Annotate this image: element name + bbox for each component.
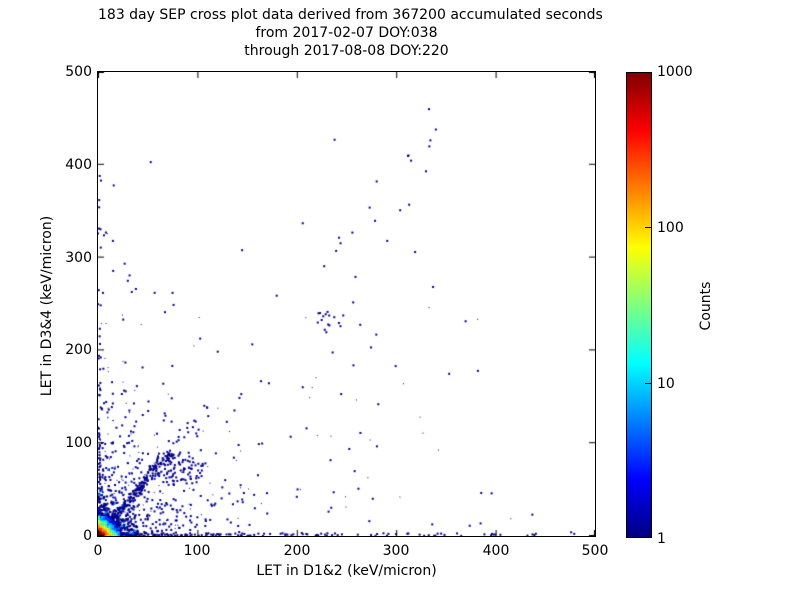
y-tick-label-400: 400 — [65, 157, 92, 173]
y-axis-label: LET in D3&4 (keV/micron) — [39, 215, 55, 397]
colorbar-axis-label: Counts — [698, 281, 714, 331]
scatter-data-canvas — [98, 72, 595, 536]
x-tick-label-0: 0 — [93, 543, 103, 559]
x-tick-label-400: 400 — [482, 543, 510, 559]
x-tick-label-300: 300 — [382, 543, 410, 559]
colorbar-tick-label-100: 100 — [657, 220, 684, 236]
colorbar-tick-100 — [645, 227, 651, 228]
chart-title-line-2: from 2017-02-07 DOY:038 — [255, 25, 438, 41]
colorbar-tick-10 — [645, 383, 651, 384]
x-axis-label: LET in D1&2 (keV/micron) — [256, 563, 437, 579]
chart-title-line-3: through 2017-08-08 DOY:220 — [244, 43, 449, 59]
y-tick-label-300: 300 — [65, 250, 92, 266]
x-tick-label-100: 100 — [183, 543, 211, 559]
colorbar-tick-label-1: 1 — [657, 531, 666, 547]
chart-title-line-1: 183 day SEP cross plot data derived from… — [98, 7, 603, 23]
plot-area — [97, 71, 596, 537]
y-tick-label-100: 100 — [65, 435, 92, 451]
colorbar-tick-label-10: 10 — [657, 376, 675, 392]
colorbar-tick-label-1000: 1000 — [657, 64, 693, 80]
colorbar — [626, 72, 652, 538]
y-tick-label-500: 500 — [65, 64, 92, 80]
x-tick-label-200: 200 — [283, 543, 311, 559]
y-tick-label-0: 0 — [83, 528, 92, 544]
chart-title: 183 day SEP cross plot data derived from… — [98, 6, 603, 60]
y-tick-label-200: 200 — [65, 342, 92, 358]
x-tick-label-500: 500 — [581, 543, 609, 559]
